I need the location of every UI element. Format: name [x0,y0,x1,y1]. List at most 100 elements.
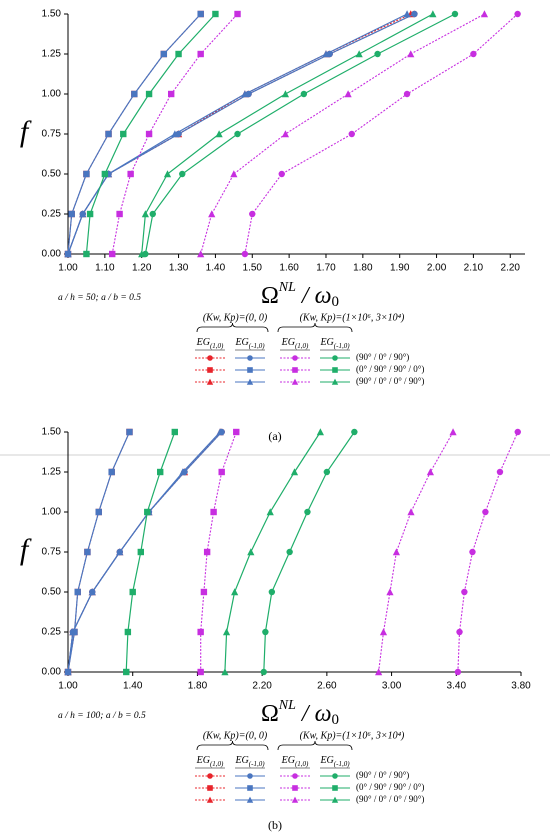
legend-marker [332,773,338,779]
series-line [144,13,456,255]
legend-marker [206,796,214,803]
marker [403,90,411,98]
legend-eg-sub: (-1,0) [249,342,265,350]
marker [234,130,241,138]
legend-marker [292,773,298,779]
marker [197,250,205,258]
marker [281,90,290,98]
marker [470,50,477,58]
marker [86,210,94,218]
legend-eg-sub: (1,0) [295,342,309,350]
marker [469,548,476,556]
marker [197,50,204,58]
marker [157,468,164,476]
x-tick-label: 1.10 [95,263,115,274]
legend-eg: EG(-1,0) [319,755,350,767]
marker [375,668,383,676]
x-label-mid: / ω [296,283,332,309]
marker [167,90,175,98]
marker [230,170,238,178]
marker [379,628,388,636]
marker [129,588,136,596]
legend-marker [206,378,214,385]
marker [145,90,153,98]
marker [249,210,256,218]
marker [171,428,178,436]
x-tick-label: 3.80 [511,681,531,692]
marker [386,588,394,596]
legend-layup: (90° / 0° / 0° / 90°) [356,376,424,386]
legend-eg-base: EG [234,337,248,348]
legend-marker [246,378,254,385]
legend-marker [331,378,339,385]
marker [268,588,276,596]
marker [429,10,437,18]
legend-marker [207,367,213,373]
series-line [125,431,176,673]
x-tick-label: 3.00 [382,681,402,692]
marker [278,170,285,178]
legend-eg: EG(-1,0) [319,337,350,349]
series-line [67,431,221,673]
legend-brace [277,322,353,333]
x-axis-label: ΩNL / ω0 [261,698,339,728]
marker [234,10,241,18]
marker [120,130,127,138]
series-line [67,13,415,255]
marker [344,90,352,98]
series-line [378,431,454,673]
legend-layup: (90° / 0° / 90°) [356,352,409,362]
marker [407,508,415,516]
marker [88,588,96,596]
marker [141,210,149,218]
y-axis-label: f [20,115,32,148]
marker [212,10,219,18]
marker [451,10,459,18]
series-line [200,13,485,255]
marker [461,588,468,596]
legend-marker [246,796,254,803]
marker [95,508,102,516]
marker [351,428,358,436]
note: a / h = 100; a / b = 0.5 [58,711,146,721]
marker [496,468,504,476]
legend-eg-base: EG [196,755,210,766]
marker [74,588,81,596]
marker [403,10,411,18]
legend-eg: EG(-1,0) [234,337,265,349]
marker [290,468,299,476]
y-tick-label: 1.00 [42,507,62,518]
legend-eg-sub: (1,0) [210,342,224,350]
marker [116,210,123,218]
marker [179,170,186,178]
legend-eg-sub: (-1,0) [334,760,350,768]
marker [218,468,225,476]
marker [84,548,91,556]
x-label-base: Ω [261,283,279,309]
marker [197,628,204,636]
marker [144,508,151,516]
panel-label: (b) [268,818,282,832]
marker [449,428,457,436]
marker [355,50,363,58]
series-line [67,13,415,255]
marker [281,130,290,138]
legend-eg-sub: (-1,0) [249,760,265,768]
x-tick-label: 2.00 [427,263,447,274]
y-tick-label: 0.00 [42,667,62,678]
x-label-base: Ω [261,701,279,727]
marker [149,210,156,218]
marker [216,428,224,436]
y-tick-label: 0.50 [42,587,62,598]
marker [126,428,133,436]
legend-marker [292,785,298,791]
legend-marker [291,378,299,385]
marker [138,250,146,258]
x-tick-label: 1.70 [316,263,336,274]
legend-marker [247,367,253,373]
marker [68,210,75,218]
marker [208,210,216,218]
marker [108,468,115,476]
y-tick-label: 1.25 [42,49,62,60]
legend-marker [247,355,253,361]
